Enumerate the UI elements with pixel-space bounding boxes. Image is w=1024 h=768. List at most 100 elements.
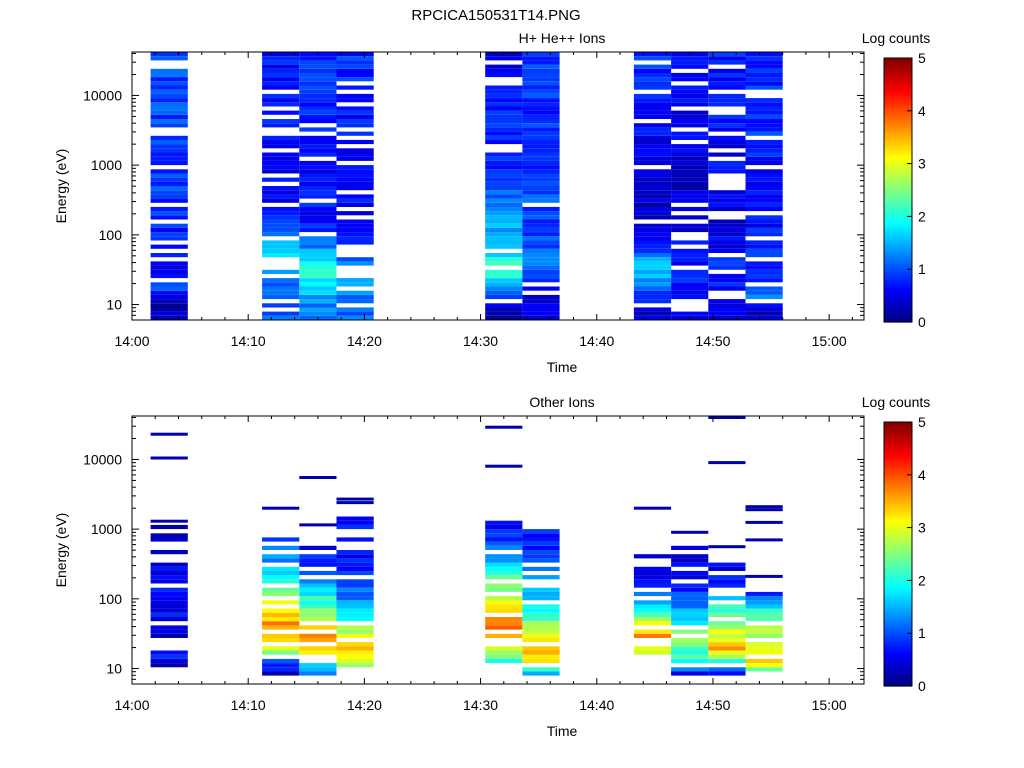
- heatmap-cell: [633, 583, 672, 588]
- x-axis-ticks: 14:00 14:10 14:20 14:30 14:40 14:50 15:00: [114, 52, 853, 349]
- heatmap-cell: [708, 575, 746, 580]
- heatmap-cell: [745, 139, 783, 145]
- colorbar-segment: [884, 440, 912, 444]
- heatmap-cell: [745, 77, 783, 82]
- heatmap-cell: [522, 173, 560, 178]
- heatmap-cell: [150, 617, 188, 622]
- heatmap-cell: [522, 294, 560, 300]
- heatmap-cell: [299, 190, 337, 195]
- heatmap-cell: [522, 102, 560, 107]
- colorbar-segment: [884, 495, 912, 500]
- heatmap-cell: [150, 119, 188, 124]
- heatmap-cell: [633, 148, 672, 153]
- heatmap-cell: [745, 85, 783, 90]
- colorbar-segment: [884, 559, 912, 563]
- heatmap-cell: [708, 152, 746, 157]
- heatmap-cell: [336, 642, 374, 647]
- colorbar-segment: [884, 160, 912, 165]
- heatmap-cell: [708, 646, 746, 651]
- heatmap-cell: [745, 60, 783, 65]
- heatmap-cell: [262, 658, 300, 664]
- heatmap-cell: [633, 202, 672, 207]
- colorbar-segment: [884, 590, 912, 595]
- heatmap-cell: [150, 533, 188, 538]
- colorbar-segment: [884, 649, 912, 653]
- heatmap-cell: [262, 165, 300, 170]
- heatmap-cell: [708, 135, 746, 140]
- heatmap-cell: [299, 72, 337, 78]
- colorbar-segment: [884, 153, 912, 157]
- y-tick-label: 1000: [91, 521, 122, 537]
- heatmap-cell: [150, 303, 188, 308]
- heatmap-cell: [522, 625, 560, 630]
- colorbar-segment: [884, 548, 912, 552]
- heatmap-cell: [745, 625, 783, 630]
- heatmap-cell: [336, 591, 374, 597]
- heatmap-cell: [745, 261, 783, 266]
- heatmap-cell: [633, 64, 672, 69]
- heatmap-cell: [708, 654, 746, 659]
- heatmap-cell: [150, 282, 188, 287]
- heatmap-cell: [336, 240, 374, 245]
- heatmap-cell: [522, 633, 560, 638]
- heatmap-cell: [745, 596, 783, 601]
- colorbar-tick-label: 4: [918, 103, 926, 119]
- colorbar-segment: [884, 108, 912, 112]
- heatmap-cell: [671, 558, 709, 563]
- heatmap-cell: [150, 587, 188, 592]
- colorbar-segment: [884, 422, 912, 426]
- heatmap-cell: [299, 186, 337, 191]
- colorbar-segment: [884, 464, 912, 468]
- heatmap-cell: [336, 173, 374, 178]
- heatmap-cell: [336, 257, 374, 262]
- heatmap-cell: [299, 60, 337, 65]
- x-tick-label: 14:50: [695, 697, 730, 713]
- heatmap-cell: [262, 667, 300, 672]
- heatmap-cell: [150, 169, 188, 174]
- heatmap-cell: [150, 550, 188, 555]
- heatmap-cell: [522, 671, 560, 676]
- heatmap-cell: [485, 278, 523, 283]
- heatmap-cell: [633, 173, 672, 178]
- heatmap-cell: [485, 186, 523, 191]
- heatmap-cell: [708, 119, 746, 124]
- heatmap-cell: [485, 537, 523, 542]
- heatmap-cell: [485, 294, 523, 300]
- colorbar-segment: [884, 622, 912, 626]
- heatmap-cell: [745, 194, 783, 199]
- heatmap-cell: [262, 608, 300, 613]
- heatmap-cell: [633, 236, 672, 241]
- colorbar-tick-label: 0: [918, 678, 926, 694]
- heatmap-cell: [522, 215, 560, 220]
- colorbar-segment: [884, 488, 912, 492]
- colorbar-segment: [884, 168, 912, 173]
- colorbar-segment: [884, 437, 912, 442]
- heatmap-cell: [745, 156, 783, 161]
- heatmap-cell: [299, 307, 337, 312]
- heatmap-cell: [522, 139, 560, 145]
- heatmap-cell: [299, 646, 337, 651]
- heatmap-cell: [522, 244, 560, 249]
- heatmap-cell: [633, 244, 672, 249]
- y-tick-label: 100: [99, 591, 123, 607]
- heatmap-cell: [522, 68, 560, 73]
- heatmap-cell: [633, 278, 672, 283]
- heatmap-cell: [299, 236, 337, 241]
- heatmap-cell: [633, 290, 672, 295]
- heatmap-cell: [336, 198, 374, 203]
- heatmap-cell: [671, 612, 709, 617]
- heatmap-cell: [299, 587, 337, 592]
- heatmap-line: [262, 506, 300, 510]
- heatmap-cell: [671, 667, 709, 672]
- heatmap-cell: [671, 198, 709, 203]
- heatmap-cell: [522, 232, 560, 237]
- heatmap-cell: [299, 558, 337, 563]
- heatmap-cell: [150, 307, 188, 312]
- colorbar-segment: [884, 514, 912, 518]
- colorbar-segment: [884, 73, 912, 78]
- heatmap-cell: [150, 566, 188, 571]
- heatmap-cell: [336, 85, 374, 90]
- colorbar-segment: [884, 224, 912, 228]
- heatmap-cell: [745, 311, 783, 316]
